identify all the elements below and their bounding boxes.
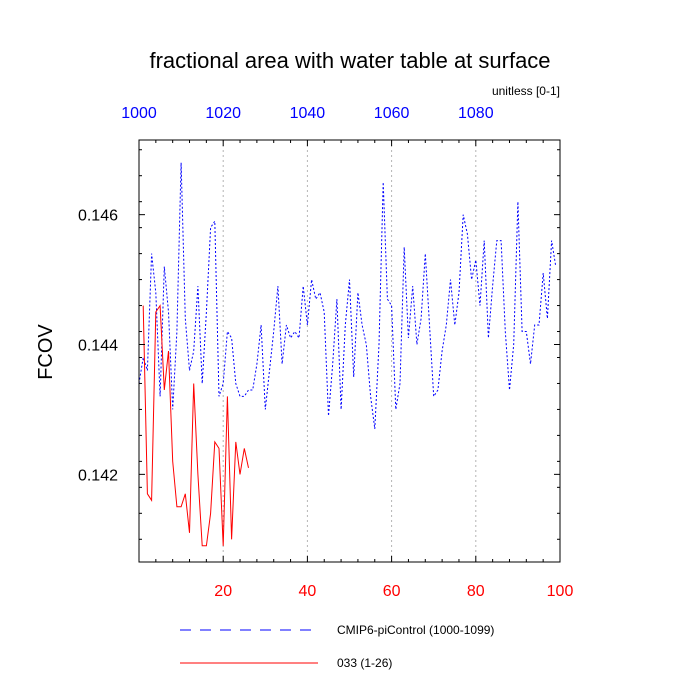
legend: CMIP6-piControl (1000-1099) 033 (1-26) [180, 623, 494, 670]
x-top-tick-label: 1040 [290, 105, 326, 122]
x-bottom-tick-label: 20 [214, 583, 232, 600]
x-bottom-tick-label: 100 [547, 583, 574, 600]
y-tick-label: 0.146 [78, 208, 118, 225]
y-tick-label: 0.144 [78, 338, 118, 355]
series-group [138, 162, 557, 547]
series-line-1 [138, 162, 557, 429]
x-top-tick-label: 1060 [374, 105, 410, 122]
gridlines [222, 140, 561, 562]
chart-title: fractional area with water table at surf… [149, 48, 550, 73]
x-top-tick-label: 1080 [458, 105, 494, 122]
x-top-tick-label: 1000 [121, 105, 157, 122]
legend-label-1: CMIP6-piControl (1000-1099) [337, 623, 494, 637]
x-bottom-tick-label: 60 [383, 583, 401, 600]
x-bottom-tick-label: 80 [467, 583, 485, 600]
units-label: unitless [0-1] [492, 84, 560, 98]
x-top-tick-label: 1020 [205, 105, 241, 122]
legend-label-2: 033 (1-26) [337, 656, 392, 670]
series-line-2 [142, 304, 249, 547]
y-tick-label: 0.142 [78, 467, 118, 484]
plot-frame [138, 139, 561, 563]
y-axis-label: FCOV [35, 324, 57, 380]
x-bottom-tick-label: 40 [299, 583, 317, 600]
axis-ticks: 20 40 60 80 100 1000 1020 1040 1060 1080 0.142 0.14… [78, 105, 573, 600]
